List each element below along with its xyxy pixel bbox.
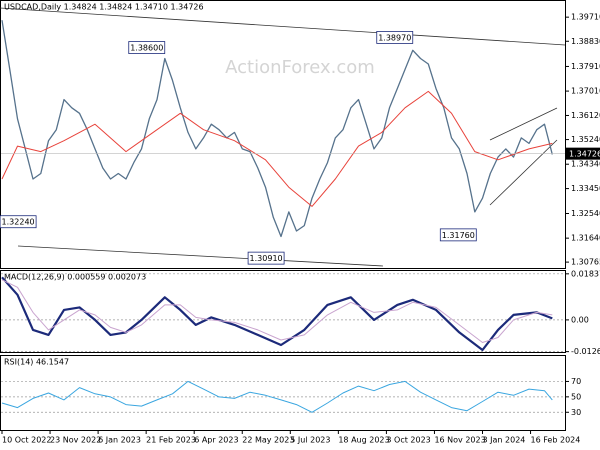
annotation-box	[128, 41, 166, 54]
series-line	[1, 380, 553, 413]
annotation-label: 1.38970	[378, 33, 411, 42]
rsi-panel	[0, 355, 566, 431]
watermark: ActionForex.com	[225, 57, 375, 78]
x-tick-label: 3 Oct 2023	[386, 436, 430, 445]
y-tick-label: 0.018373	[571, 269, 600, 278]
y-tick-label: 70	[571, 377, 581, 386]
annotation-label: 1.30910	[250, 254, 283, 263]
price-title: USDCAD,Daily 1.34824 1.34824 1.34710 1.3…	[4, 3, 204, 12]
series-line	[1, 276, 553, 352]
y-tick-label: 1.30765	[571, 258, 600, 267]
y-tick-label: 1.39710	[571, 13, 600, 22]
last-price-label: 1.34726	[569, 150, 600, 159]
y-tick-label: 1.36120	[571, 111, 600, 120]
y-tick-label: 50	[571, 392, 581, 401]
annotation-label: 1.38600	[130, 44, 163, 53]
y-tick-label: 1.38830	[571, 37, 600, 46]
price-panel	[0, 0, 566, 269]
annotation-box	[247, 251, 285, 265]
series-line	[1, 90, 553, 207]
y-tick-label: 1.34340	[571, 160, 600, 169]
last-price-box	[566, 147, 600, 160]
y-tick-label: 0.00	[571, 315, 589, 324]
channel-top	[0, 7, 566, 46]
x-tick-label: 10 Oct 2022	[2, 436, 51, 445]
y-tick-label: 1.32540	[571, 209, 600, 218]
channel-bottom	[17, 245, 384, 267]
y-tick-label: 30	[571, 408, 581, 417]
y-tick-label: 1.33450	[571, 184, 600, 193]
x-tick-label: 23 Nov 2022	[50, 436, 101, 445]
y-tick-label: 1.37010	[571, 87, 600, 96]
x-tick-label: 22 May 2023	[242, 436, 294, 445]
annotation-label: 1.32240	[2, 218, 35, 227]
y-tick-label: 1.35240	[571, 135, 600, 144]
x-tick-label: 6 Jan 2023	[98, 436, 141, 445]
series-line	[1, 20, 553, 238]
x-tick-label: 6 Apr 2023	[194, 436, 238, 445]
y-tick-label: 1.37910	[571, 62, 600, 71]
annotation-box	[439, 228, 477, 242]
x-tick-label: 16 Nov 2023	[434, 436, 485, 445]
macd-title: MACD(12,26,9) 0.000559 0.002073	[4, 273, 146, 282]
annotation-box	[376, 31, 414, 44]
x-tick-label: 16 Feb 2024	[531, 436, 581, 445]
macd-panel	[0, 270, 566, 353]
wedge-top	[489, 107, 558, 141]
x-tick-label: 18 Aug 2023	[338, 436, 389, 445]
y-tick-label: -0.012653	[571, 347, 600, 356]
series-line	[1, 279, 553, 343]
x-tick-label: 3 Jan 2024	[483, 436, 526, 445]
rsi-title: RSI(14) 46.1547	[4, 358, 69, 367]
annotation-box	[0, 215, 37, 229]
wedge-bottom	[489, 139, 558, 206]
x-tick-label: 21 Feb 2023	[146, 436, 196, 445]
annotation-label: 1.31760	[442, 231, 475, 240]
y-tick-label: 1.31640	[571, 234, 600, 243]
x-tick-label: 5 Jul 2023	[290, 436, 330, 445]
